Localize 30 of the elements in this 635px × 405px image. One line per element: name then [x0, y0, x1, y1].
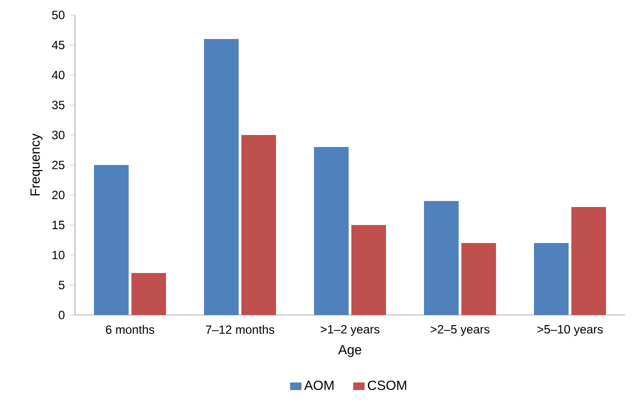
legend-label: AOM: [304, 380, 334, 390]
x-tick-label: >1–2 years: [320, 325, 380, 336]
legend-label: CSOM: [368, 380, 406, 390]
y-tick-label: 45: [52, 40, 64, 50]
bar: [204, 39, 239, 315]
bar: [131, 273, 166, 315]
x-tick-label: >2–5 years: [430, 325, 490, 336]
bar: [241, 135, 276, 315]
bar: [461, 243, 496, 315]
bar: [314, 147, 349, 315]
bar: [424, 201, 459, 315]
bar: [534, 243, 569, 315]
bar: [351, 225, 386, 315]
bar: [571, 207, 606, 315]
y-tick-label: 30: [52, 130, 64, 140]
y-tick-label: 15: [52, 220, 64, 230]
x-axis-title: Age: [338, 345, 362, 358]
bar: [94, 165, 129, 315]
x-tick-label: 7–12 months: [206, 325, 274, 334]
y-tick-label: 40: [52, 70, 64, 80]
y-tick-label: 35: [52, 100, 64, 110]
y-axis-title: Frequency: [30, 134, 42, 196]
y-tick-label: 50: [52, 10, 64, 20]
x-tick-label: 6 months: [106, 325, 154, 334]
y-tick-label: 10: [52, 250, 64, 260]
y-tick-label: 0: [58, 310, 64, 320]
y-tick-label: 25: [52, 160, 64, 170]
x-tick-label: >5–10 years: [537, 325, 603, 336]
y-tick-label: 20: [52, 190, 64, 200]
y-tick-label: 5: [58, 280, 64, 290]
